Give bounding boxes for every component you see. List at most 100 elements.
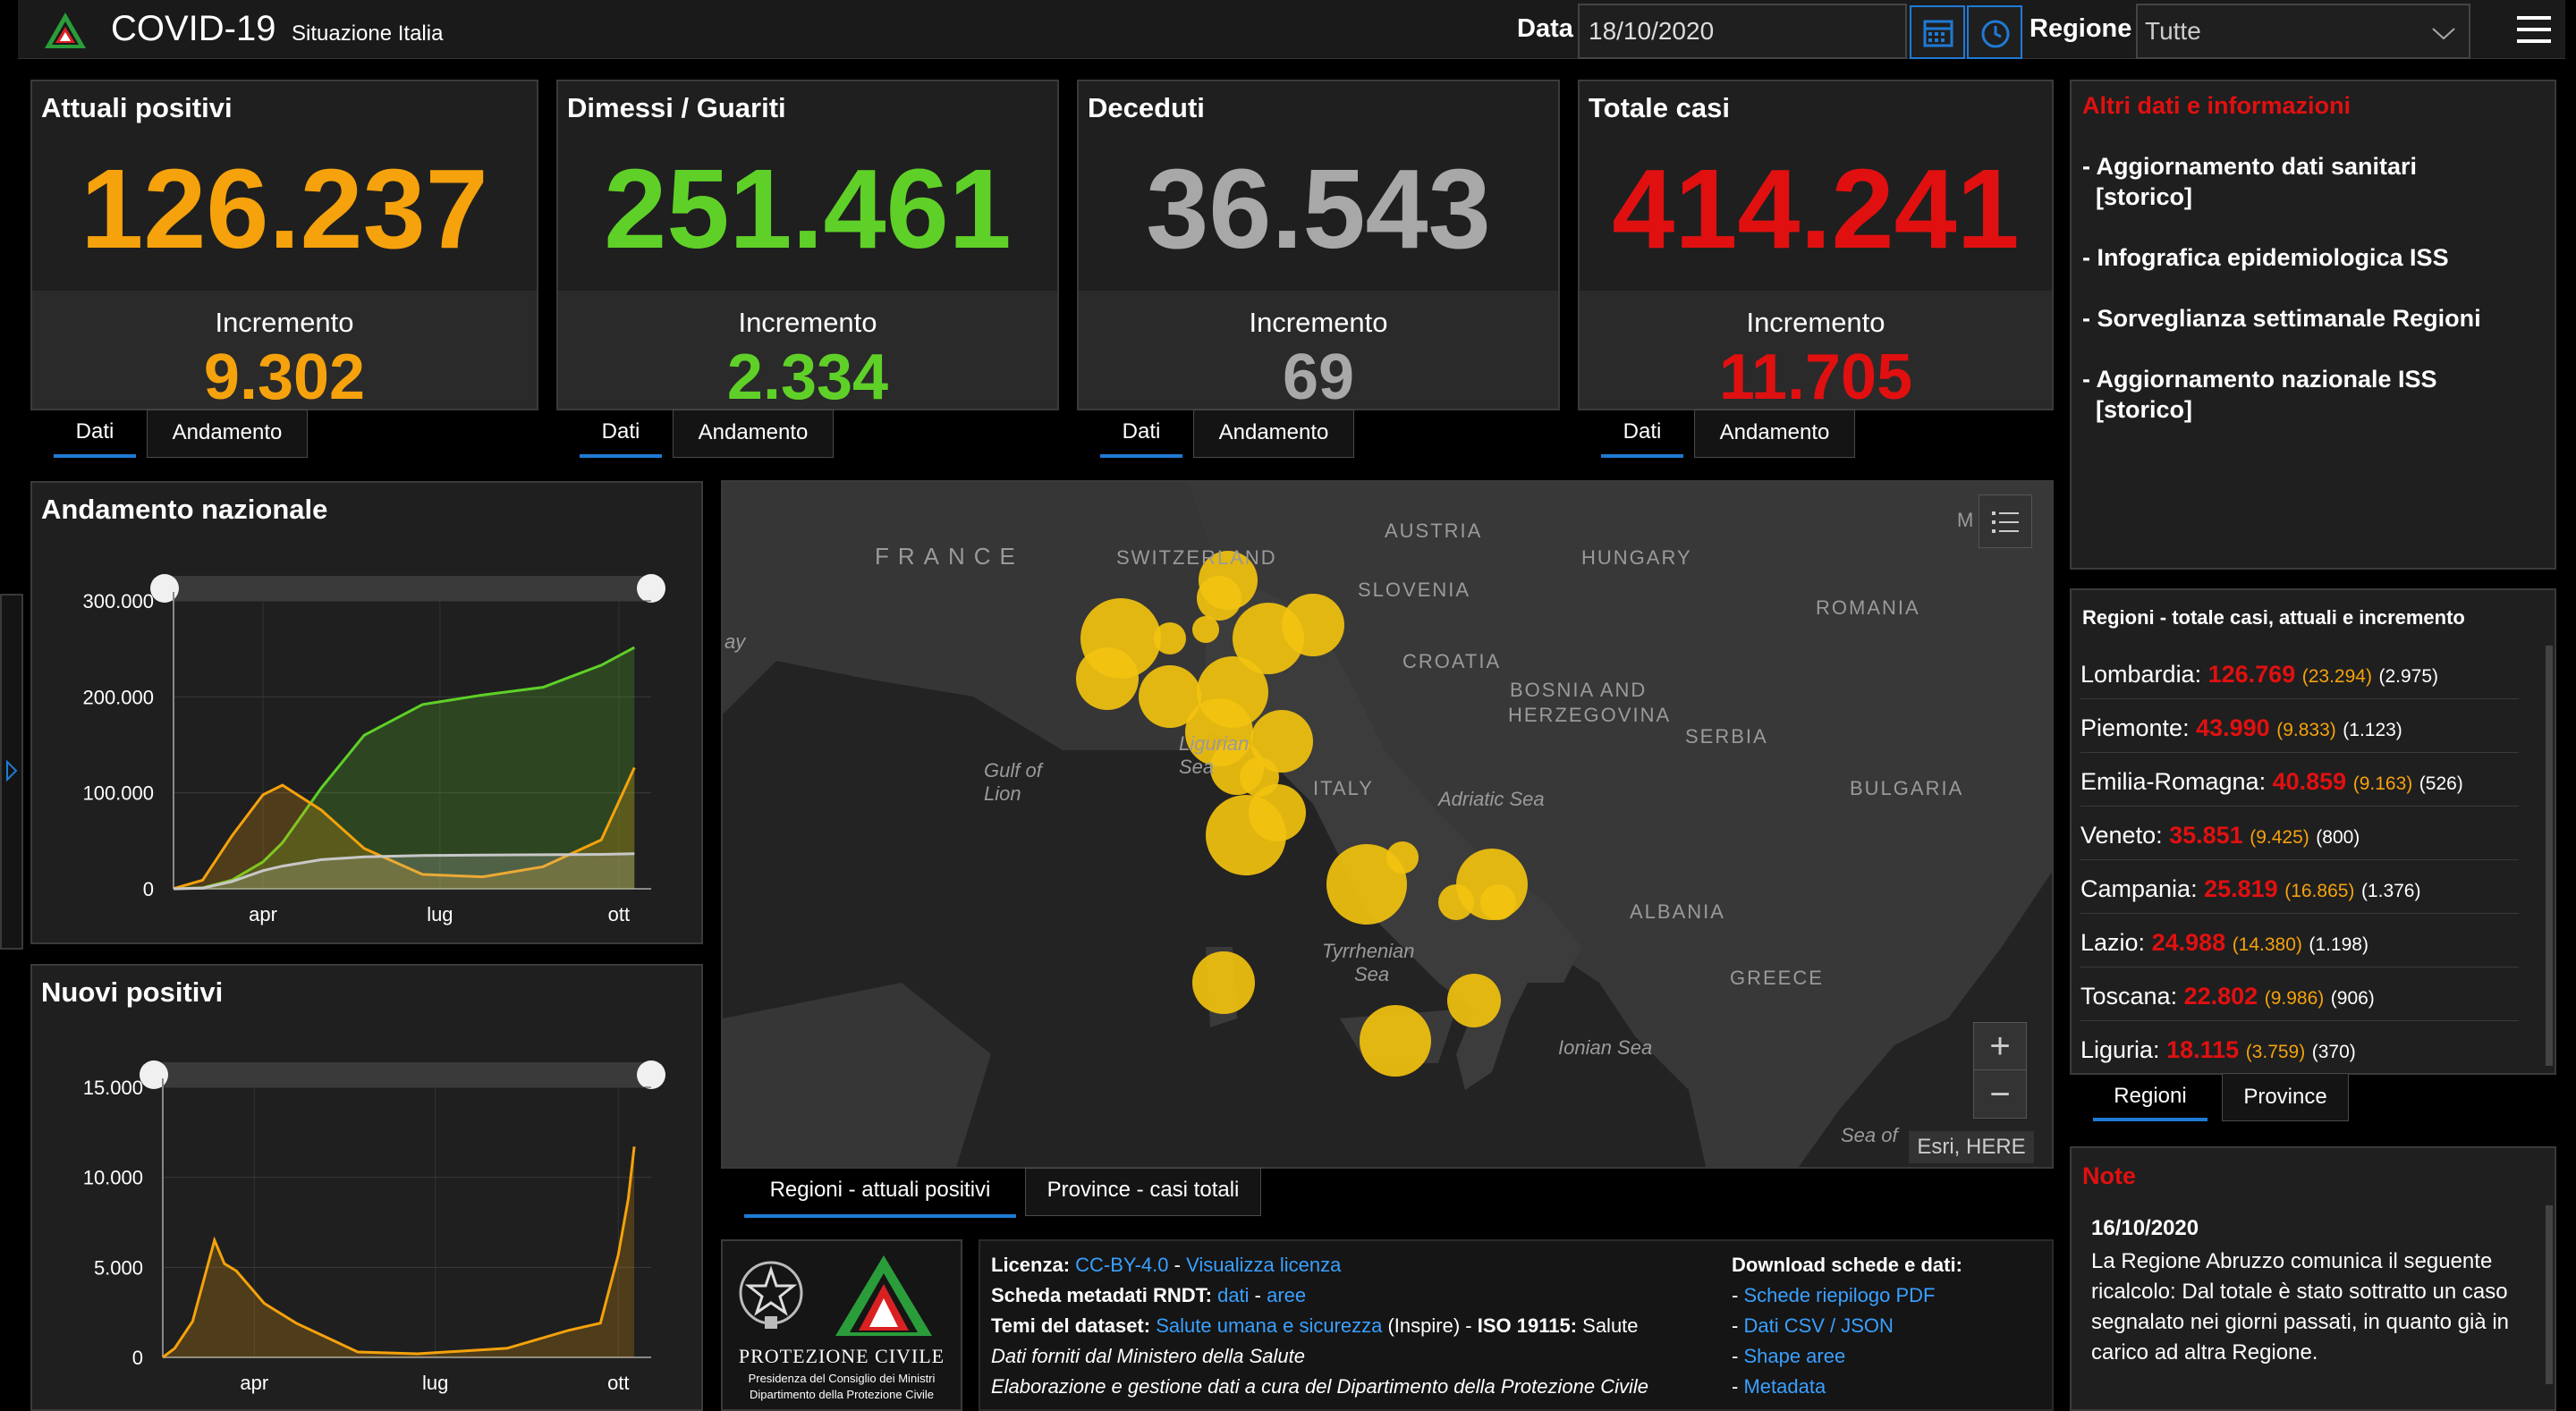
tab-regioni[interactable]: Regioni [2093,1073,2207,1121]
info-link-storico[interactable]: [storico] [2082,183,2193,210]
range-slider-track[interactable] [165,576,651,601]
y-tick-label: 10.000 [83,1167,143,1189]
regions-panel: Regioni - totale casi, attuali e increme… [2070,588,2556,1075]
map-label: BULGARIA [1850,777,1963,799]
region-total: 22.802 [2183,983,2258,1010]
card-title: Deceduti [1088,92,1205,123]
chart-andamento-svg: 300.000 200.000 100.000 0 apr lug ott [82,574,665,925]
info-link-infografica[interactable]: - Infografica epidemiologica ISS [2082,244,2449,271]
map-attribution[interactable]: Esri, HERE [1909,1131,2034,1163]
region-current: (9.425) [2250,827,2309,848]
map-label: ITALY [1313,777,1374,799]
info-link-sorveglianza[interactable]: - Sorveglianza settimanale Regioni [2082,305,2481,332]
tab-province-casi-totali[interactable]: Province - casi totali [1025,1168,1261,1216]
rndt-aree-link[interactable]: aree [1267,1284,1307,1306]
download-item: - Shape aree [1732,1345,1845,1368]
region-row[interactable]: Emilia-Romagna: 40.859 (9.163) (526) [2080,756,2519,807]
notes-line: ricalcolo: Dal totale è stato sottratto … [2091,1280,2508,1304]
region-total: 35.851 [2169,822,2243,849]
menu-icon[interactable] [2517,16,2551,43]
region-name: Piemonte: [2080,714,2190,741]
tab-andamento-guariti[interactable]: Andamento [673,410,834,458]
date-label: Data [1517,14,1573,43]
side-panel-toggle[interactable] [0,594,23,950]
chart-title: Nuovi positivi [41,976,224,1008]
y-tick-label: 300.000 [82,590,154,613]
rndt-label: Scheda metadati RNDT: [991,1284,1212,1306]
range-slider-handle-right[interactable] [637,574,665,603]
x-tick-label: lug [422,1372,448,1394]
series-area [174,767,635,889]
region-name: Campania: [2080,875,2198,902]
calendar-button[interactable] [1910,5,1965,59]
increment-value: 2.334 [726,342,889,410]
map-label: Ligurian [1179,732,1249,755]
tab-andamento-totale[interactable]: Andamento [1694,410,1855,458]
tab-dati-guariti[interactable]: Dati [580,410,662,458]
region-row[interactable]: Lazio: 24.988 (14.380) (1.198) [2080,917,2519,967]
map-label: ay [724,630,747,653]
tab-dati-deceduti[interactable]: Dati [1100,410,1182,458]
chevron-down-icon [2432,28,2455,40]
license-cc-link[interactable]: CC-BY-4.0 [1075,1254,1169,1276]
tab-regioni-attuali-positivi[interactable]: Regioni - attuali positivi [744,1170,1016,1218]
region-name: Lombardia: [2080,661,2202,688]
card-value: 36.543 [1146,146,1491,272]
download-item: - Dati CSV / JSON [1732,1314,1894,1338]
map-panel[interactable]: FRANCE SWITZERLAND AUSTRIA HUNGARY SLOVE… [721,480,2054,1169]
tab-andamento-attuali[interactable]: Andamento [147,410,308,458]
zoom-out-button[interactable]: − [1989,1075,2011,1114]
download-pdf-link[interactable]: Schede riepilogo PDF [1743,1284,1936,1306]
info-link-iss[interactable]: - Aggiornamento nazionale ISS [2082,366,2437,393]
region-row[interactable]: Veneto: 35.851 (9.425) (800) [2080,810,2519,860]
region-row[interactable]: Campania: 25.819 (16.865) (1.376) [2080,864,2519,914]
temi-rest: (Inspire) - [1382,1314,1478,1337]
map-label: GREECE [1730,967,1824,989]
download-title: Download schede e dati: [1732,1254,1962,1276]
license-label: Licenza: [991,1254,1071,1276]
region-total: 25.819 [2204,875,2278,902]
tab-andamento-deceduti[interactable]: Andamento [1193,410,1354,458]
temi-link[interactable]: Salute umana e sicurezza [1156,1314,1383,1337]
regione-select[interactable]: Tutte [2136,4,2470,59]
download-shape-link[interactable]: Shape aree [1743,1345,1846,1367]
download-csv-link[interactable]: Dati CSV / JSON [1743,1314,1894,1337]
elaborazione-line: Elaborazione e gestione dati a cura del … [991,1375,1648,1398]
x-tick-label: lug [427,903,453,925]
info-link-aggiornamento[interactable]: - Aggiornamento dati sanitari [2082,153,2418,180]
info-link-iss-storico[interactable]: [storico] [2082,396,2193,423]
license-view-link[interactable]: Visualizza licenza [1186,1254,1342,1276]
region-increment: (906) [2330,988,2375,1009]
dash: - [1732,1375,1744,1398]
increment-label: Incremento [1249,307,1388,338]
tab-province[interactable]: Province [2222,1073,2349,1121]
region-name: Lazio: [2080,929,2146,956]
tab-dati-totale[interactable]: Dati [1601,410,1683,458]
tab-dati-attuali[interactable]: Dati [54,410,136,458]
region-row[interactable]: Lombardia: 126.769 (23.294) (2.975) [2080,649,2519,699]
regions-title: Regioni - totale casi, attuali e increme… [2082,606,2465,629]
legend-button[interactable] [1979,494,2032,548]
chevron-right-icon [6,760,18,782]
region-row[interactable]: Liguria: 18.115 (3.759) (370) [2080,1025,2519,1073]
region-row[interactable]: Piemonte: 43.990 (9.833) (1.123) [2080,703,2519,753]
card-title: Dimessi / Guariti [567,92,786,123]
notes-scrollbar[interactable] [2546,1205,2553,1384]
range-slider-track[interactable] [154,1062,651,1087]
temi-line: Temi del dataset: Salute umana e sicurez… [991,1314,1639,1338]
date-input[interactable]: 18/10/2020 [1578,4,1907,59]
map-label: SERBIA [1685,725,1768,748]
map-svg: FRANCE SWITZERLAND AUSTRIA HUNGARY SLOVE… [723,482,2052,1167]
download-metadata-link[interactable]: Metadata [1743,1375,1826,1398]
range-slider-handle-left[interactable] [140,1060,168,1089]
clock-button[interactable] [1967,5,2022,59]
region-row[interactable]: Toscana: 22.802 (9.986) (906) [2080,971,2519,1021]
chart-andamento-nazionale: Andamento nazionale 300.000 200.000 100.00… [30,481,703,944]
rndt-dati-link[interactable]: dati [1217,1284,1250,1306]
zoom-controls: + − [1973,1022,2027,1119]
regions-scrollbar[interactable] [2546,646,2553,1066]
range-slider-handle-left[interactable] [150,574,179,603]
zoom-in-button[interactable]: + [1974,1023,2026,1070]
y-tick-label: 100.000 [82,782,154,805]
range-slider-handle-right[interactable] [637,1060,665,1089]
